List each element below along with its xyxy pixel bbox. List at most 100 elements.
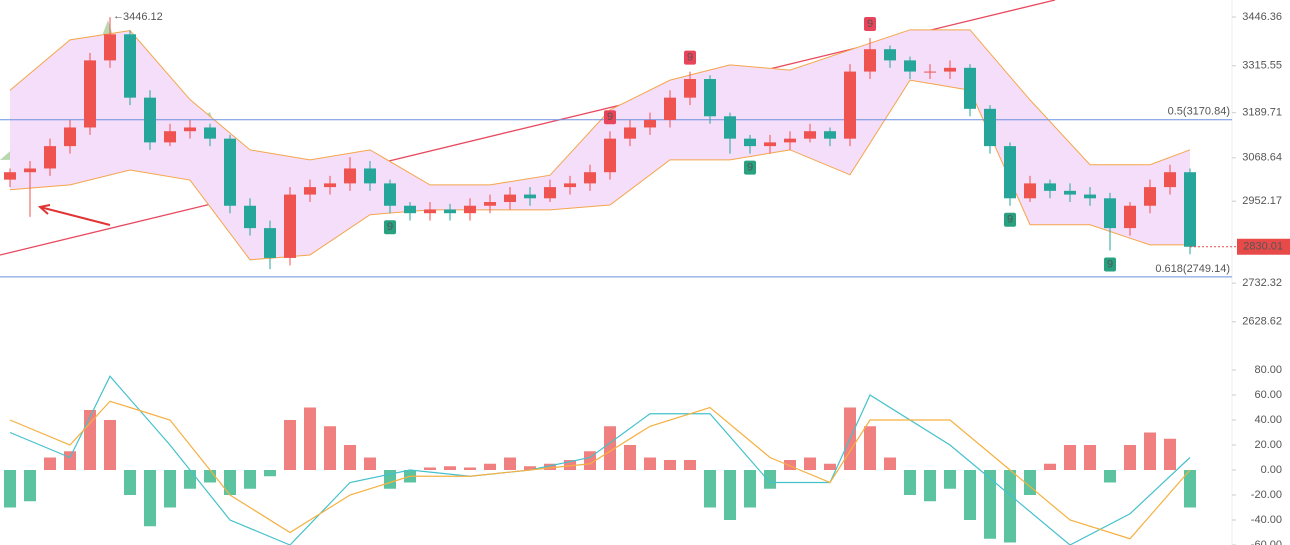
candle-body bbox=[224, 138, 236, 206]
macd-bar bbox=[664, 460, 676, 470]
candle-body bbox=[744, 138, 756, 147]
macd-bar bbox=[544, 463, 556, 470]
candle-body bbox=[844, 71, 856, 139]
macd-bar bbox=[1124, 445, 1136, 470]
band-upper bbox=[9, 29, 1191, 186]
fib-label: 0.5(3170.84) bbox=[1168, 106, 1230, 118]
macd-bar bbox=[1104, 470, 1116, 483]
candle-body bbox=[884, 49, 896, 61]
macd-bar bbox=[1084, 445, 1096, 470]
candle-body bbox=[864, 49, 876, 72]
candle-body bbox=[604, 138, 616, 173]
macd-bar bbox=[524, 466, 536, 470]
candle-body bbox=[1004, 146, 1016, 199]
y-tick-label: 40.00 bbox=[1254, 414, 1282, 426]
y-tick-label: 3068.64 bbox=[1242, 152, 1282, 164]
candle-body bbox=[944, 67, 956, 72]
macd-bar bbox=[204, 470, 216, 483]
macd-bar bbox=[604, 426, 616, 470]
candle-body bbox=[164, 131, 176, 143]
macd-bar bbox=[1044, 463, 1056, 470]
candle-body bbox=[4, 172, 16, 180]
y-tick-label: 2732.32 bbox=[1242, 277, 1282, 289]
fib-label: 0.618(2749.14) bbox=[1155, 263, 1230, 275]
td-marker bbox=[384, 220, 396, 235]
y-tick-label: 3315.55 bbox=[1242, 60, 1282, 72]
arrow bbox=[39, 206, 111, 226]
macd-bar bbox=[424, 467, 436, 470]
candle-body bbox=[1124, 205, 1136, 229]
td-label: 9 bbox=[747, 161, 753, 173]
candle-body bbox=[284, 194, 296, 258]
macd-bar bbox=[324, 426, 336, 470]
macd-bar bbox=[4, 470, 16, 508]
td-label: 9 bbox=[387, 221, 393, 233]
macd-line bbox=[9, 375, 1191, 545]
candle-body bbox=[764, 142, 776, 147]
candle-body bbox=[344, 168, 356, 184]
candle-body bbox=[484, 202, 496, 206]
macd-bar bbox=[224, 470, 236, 495]
y-tick-label: 3446.36 bbox=[1242, 11, 1282, 23]
y-tick-label: 2628.62 bbox=[1242, 316, 1282, 328]
macd-bar bbox=[184, 470, 196, 489]
td-label: 9 bbox=[867, 18, 873, 30]
macd-bar bbox=[684, 460, 696, 470]
macd-bar bbox=[704, 470, 716, 508]
candle-body bbox=[704, 79, 716, 117]
y-tick-label: -40.00 bbox=[1251, 514, 1282, 526]
candle-body bbox=[1024, 183, 1036, 199]
candle-body bbox=[304, 187, 316, 195]
macd-bar bbox=[944, 470, 956, 489]
macd-bar bbox=[164, 470, 176, 508]
candle-body bbox=[1084, 194, 1096, 199]
candle-body bbox=[324, 183, 336, 188]
candle-body bbox=[964, 67, 976, 109]
macd-bar bbox=[464, 467, 476, 470]
macd-bar bbox=[1064, 445, 1076, 470]
candle-body bbox=[984, 108, 996, 147]
macd-bar bbox=[1164, 438, 1176, 470]
candle-body bbox=[1044, 183, 1056, 191]
macd-bar bbox=[284, 420, 296, 470]
macd-bar bbox=[724, 470, 736, 520]
macd-bar bbox=[144, 470, 156, 527]
candle-body bbox=[1064, 190, 1076, 195]
high-label: 3446.12 bbox=[123, 11, 163, 23]
y-tick-label: 80.00 bbox=[1254, 364, 1282, 376]
candle-body bbox=[264, 228, 276, 258]
td-label: 9 bbox=[687, 51, 693, 63]
macd-bar bbox=[504, 457, 516, 470]
macd-bar bbox=[1144, 432, 1156, 470]
macd-bar bbox=[304, 407, 316, 470]
y-tick-label: 2952.17 bbox=[1242, 195, 1282, 207]
candle-body bbox=[204, 127, 216, 139]
candle-body bbox=[84, 60, 96, 128]
macd-bar bbox=[744, 470, 756, 508]
candle-body bbox=[104, 34, 116, 61]
y-tick-label: 0.00 bbox=[1261, 464, 1282, 476]
macd-bar bbox=[564, 460, 576, 470]
macd-bar bbox=[984, 470, 996, 539]
td-label: 9 bbox=[1007, 214, 1013, 226]
td-marker bbox=[744, 160, 756, 175]
candle-body bbox=[684, 79, 696, 98]
td-marker bbox=[604, 110, 616, 125]
candle-body bbox=[664, 97, 676, 121]
macd-bar bbox=[364, 457, 376, 470]
macd-bar bbox=[264, 470, 276, 477]
candle-body bbox=[824, 131, 836, 139]
candle-body bbox=[904, 60, 916, 72]
macd-bar bbox=[624, 445, 636, 470]
td-label: 9 bbox=[1107, 258, 1113, 270]
macd-bar bbox=[784, 460, 796, 470]
candle-body bbox=[24, 168, 36, 173]
candle-body bbox=[184, 127, 196, 132]
macd-bar bbox=[904, 470, 916, 495]
macd-line bbox=[9, 400, 1191, 540]
candle-body bbox=[724, 116, 736, 139]
macd-bar bbox=[124, 470, 136, 495]
td-marker bbox=[864, 17, 876, 32]
last-price-label: 2830.01 bbox=[1243, 241, 1283, 253]
